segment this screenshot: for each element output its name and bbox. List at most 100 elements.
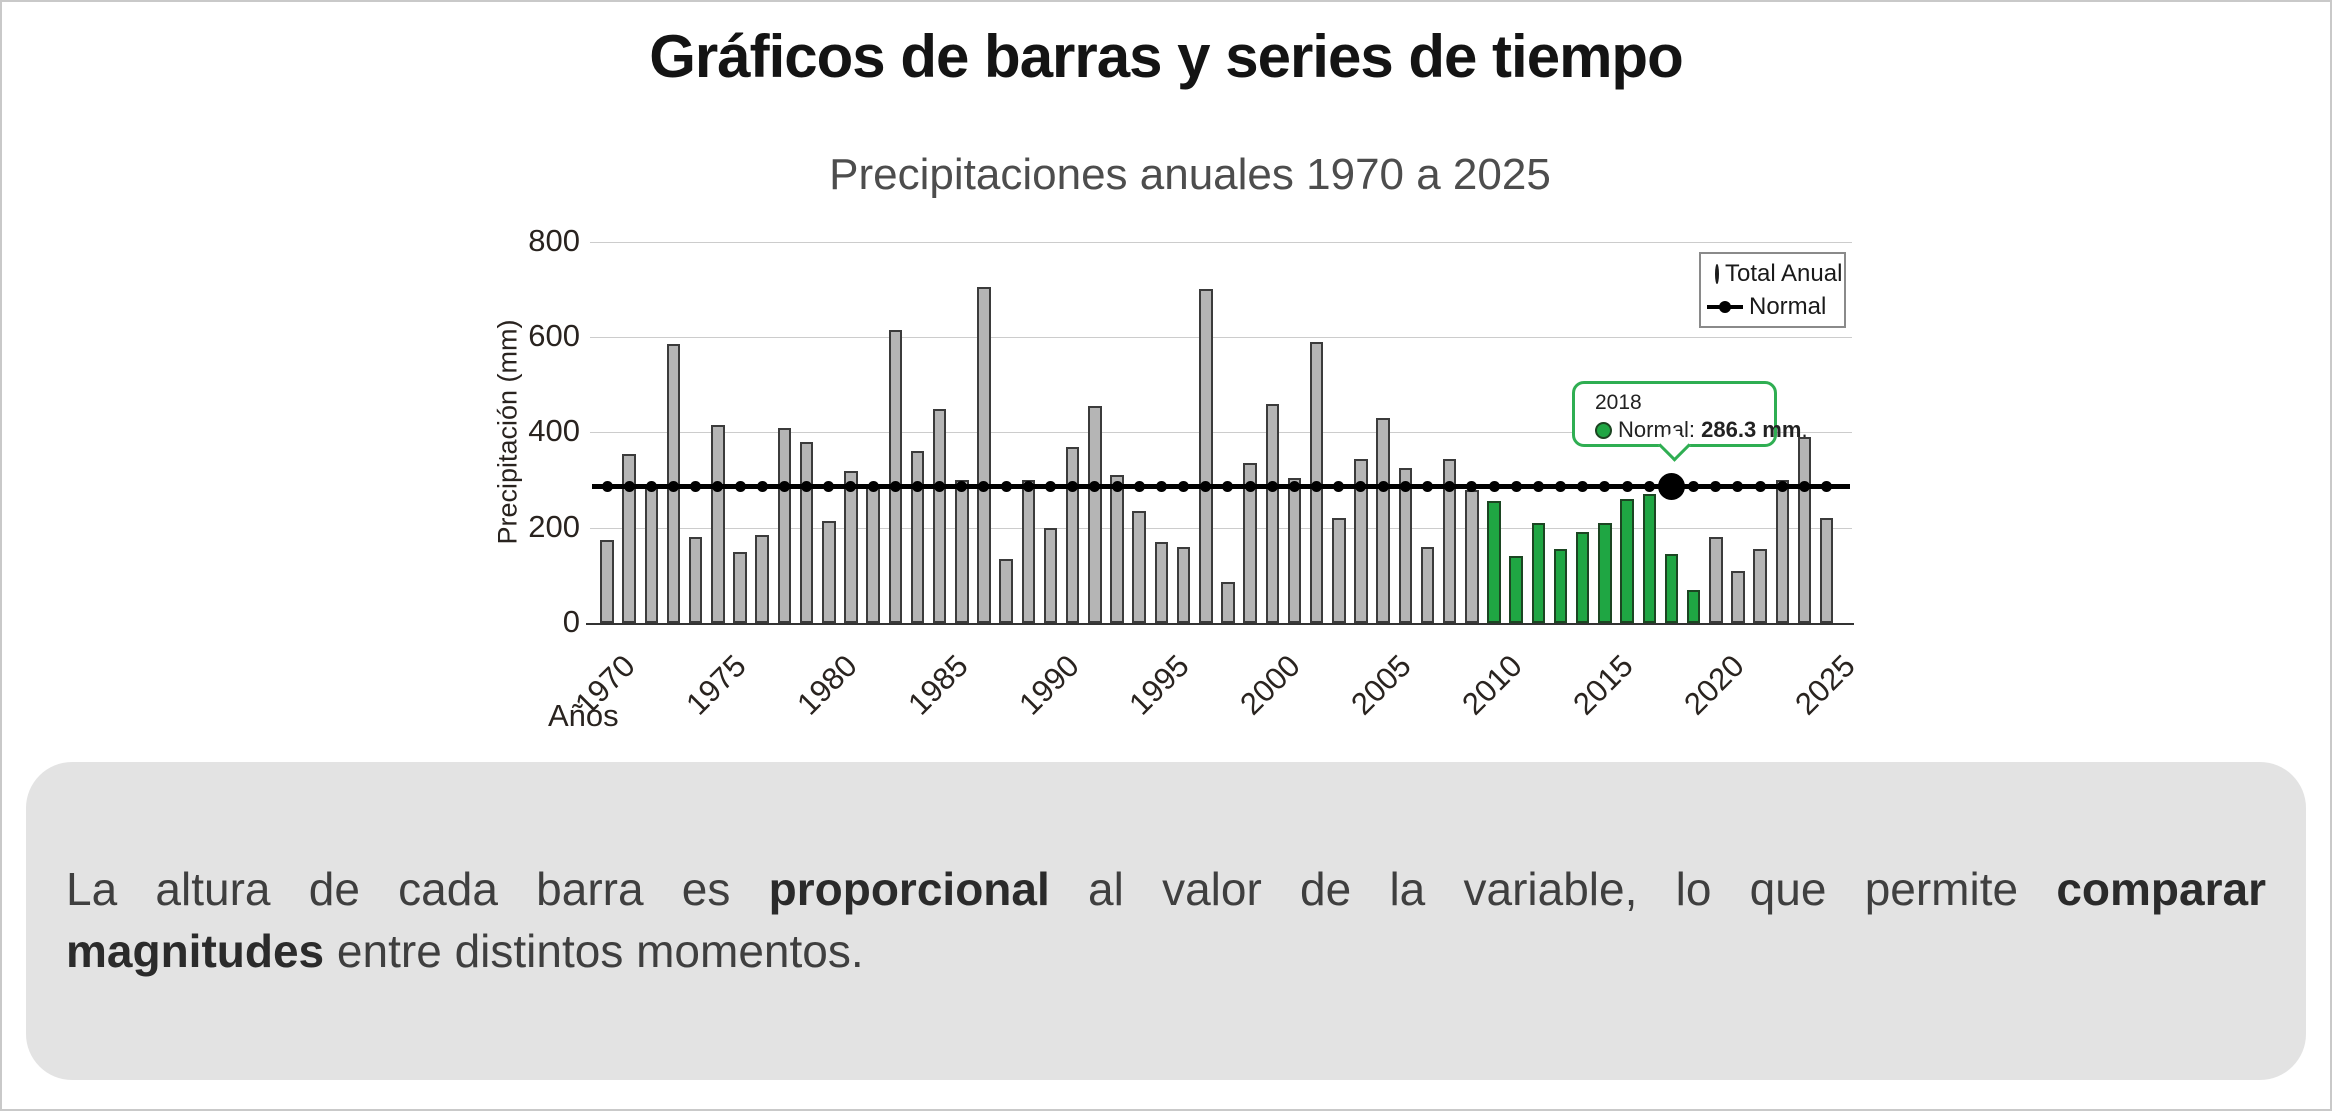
bar-1992[interactable] xyxy=(1088,406,1102,623)
normal-point-1977[interactable] xyxy=(756,481,768,493)
normal-point-2007[interactable] xyxy=(1422,481,1433,493)
bar-2000[interactable] xyxy=(1265,403,1280,623)
normal-point-1980[interactable] xyxy=(823,481,835,493)
bar-2004[interactable] xyxy=(1354,458,1368,623)
bar-1998[interactable] xyxy=(1221,582,1235,623)
normal-point-1986[interactable] xyxy=(956,481,968,493)
bar-1970[interactable] xyxy=(600,539,614,623)
normal-point-2014[interactable] xyxy=(1577,481,1589,493)
bar-2009[interactable] xyxy=(1465,489,1479,623)
normal-point-2024[interactable] xyxy=(1799,481,1810,493)
bar-2016[interactable] xyxy=(1620,499,1634,623)
normal-point-2016[interactable] xyxy=(1621,481,1633,493)
normal-point-2009[interactable] xyxy=(1466,481,1478,493)
normal-point-2013[interactable] xyxy=(1555,481,1567,493)
normal-point-1988[interactable] xyxy=(1000,481,1012,493)
bar-1972[interactable] xyxy=(644,484,659,623)
normal-point-1979[interactable] xyxy=(801,481,813,493)
bar-2006[interactable] xyxy=(1398,468,1413,623)
bar-1977[interactable] xyxy=(755,534,769,623)
bar-1996[interactable] xyxy=(1176,546,1191,623)
bar-1979[interactable] xyxy=(799,441,814,623)
normal-point-1970[interactable] xyxy=(601,481,613,493)
normal-point-1991[interactable] xyxy=(1067,481,1079,493)
bar-1985[interactable] xyxy=(932,408,947,623)
bar-1988[interactable] xyxy=(999,558,1013,623)
bar-1975[interactable] xyxy=(711,425,725,623)
bar-1987[interactable] xyxy=(977,287,991,623)
normal-point-2019[interactable] xyxy=(1688,481,1700,493)
bar-1989[interactable] xyxy=(1021,480,1036,623)
bar-2012[interactable] xyxy=(1531,522,1546,623)
normal-point-1993[interactable] xyxy=(1111,481,1123,493)
bar-1980[interactable] xyxy=(822,520,836,623)
normal-point-2008[interactable] xyxy=(1444,481,1456,493)
bar-1983[interactable] xyxy=(888,329,903,623)
bar-2018[interactable] xyxy=(1664,553,1679,623)
normal-point-1985[interactable] xyxy=(934,481,946,493)
normal-point-1990[interactable] xyxy=(1045,481,1057,493)
bar-2003[interactable] xyxy=(1332,518,1346,623)
bar-1984[interactable] xyxy=(910,451,925,623)
bar-2020[interactable] xyxy=(1709,537,1723,623)
normal-point-2011[interactable] xyxy=(1510,481,1522,493)
normal-point-2015[interactable] xyxy=(1599,481,1611,493)
normal-point-1978[interactable] xyxy=(778,481,790,493)
normal-point-1998[interactable] xyxy=(1222,481,1234,493)
normal-point-1987[interactable] xyxy=(978,481,990,493)
bar-2021[interactable] xyxy=(1731,570,1745,623)
bar-2013[interactable] xyxy=(1553,549,1568,623)
bar-1994[interactable] xyxy=(1132,511,1146,623)
normal-point-1971[interactable] xyxy=(623,481,635,493)
bar-1974[interactable] xyxy=(688,537,703,623)
normal-point-2002[interactable] xyxy=(1311,481,1323,493)
bar-2005[interactable] xyxy=(1376,418,1390,623)
normal-point-2021[interactable] xyxy=(1732,481,1744,493)
normal-point-1984[interactable] xyxy=(911,481,923,493)
normal-point-2003[interactable] xyxy=(1333,481,1345,493)
normal-point-1976[interactable] xyxy=(734,481,746,493)
normal-point-2012[interactable] xyxy=(1532,481,1544,493)
bar-2019[interactable] xyxy=(1686,589,1701,623)
normal-point-2022[interactable] xyxy=(1754,481,1766,493)
normal-point-1975[interactable] xyxy=(712,481,724,493)
normal-point-selected-2018[interactable] xyxy=(1657,473,1685,501)
bar-2022[interactable] xyxy=(1753,549,1767,623)
bar-2023[interactable] xyxy=(1775,480,1790,623)
normal-point-2023[interactable] xyxy=(1776,481,1788,493)
bar-1991[interactable] xyxy=(1065,446,1080,623)
normal-point-2006[interactable] xyxy=(1399,481,1411,493)
normal-point-2017[interactable] xyxy=(1643,481,1655,493)
bar-1982[interactable] xyxy=(866,484,880,623)
bar-2007[interactable] xyxy=(1420,546,1435,623)
normal-point-1982[interactable] xyxy=(867,481,879,493)
bar-2014[interactable] xyxy=(1575,532,1590,623)
bar-1990[interactable] xyxy=(1043,527,1058,623)
normal-point-1973[interactable] xyxy=(668,481,680,493)
bar-1976[interactable] xyxy=(733,551,747,623)
legend-item-normal[interactable]: Normal xyxy=(1707,293,1838,321)
normal-point-1989[interactable] xyxy=(1022,481,1034,493)
bar-1995[interactable] xyxy=(1154,541,1169,623)
normal-point-1981[interactable] xyxy=(845,481,857,493)
bar-2024[interactable] xyxy=(1797,437,1812,623)
bar-2008[interactable] xyxy=(1442,458,1457,623)
normal-point-1972[interactable] xyxy=(645,481,657,493)
bar-2011[interactable] xyxy=(1509,556,1523,623)
normal-point-1996[interactable] xyxy=(1178,481,1190,493)
bar-2001[interactable] xyxy=(1287,477,1302,623)
normal-point-2010[interactable] xyxy=(1488,481,1500,493)
normal-point-1992[interactable] xyxy=(1089,481,1101,493)
bar-1978[interactable] xyxy=(777,427,792,623)
normal-point-2025[interactable] xyxy=(1821,481,1833,493)
bar-2015[interactable] xyxy=(1598,522,1612,623)
bar-1981[interactable] xyxy=(844,470,858,623)
normal-point-2020[interactable] xyxy=(1710,481,1722,493)
normal-point-1995[interactable] xyxy=(1155,481,1167,493)
bar-1999[interactable] xyxy=(1243,463,1257,623)
normal-point-1994[interactable] xyxy=(1133,481,1145,493)
normal-point-1997[interactable] xyxy=(1200,481,1212,493)
normal-point-1983[interactable] xyxy=(889,481,901,493)
bar-1971[interactable] xyxy=(622,453,636,623)
bar-1997[interactable] xyxy=(1199,289,1213,623)
